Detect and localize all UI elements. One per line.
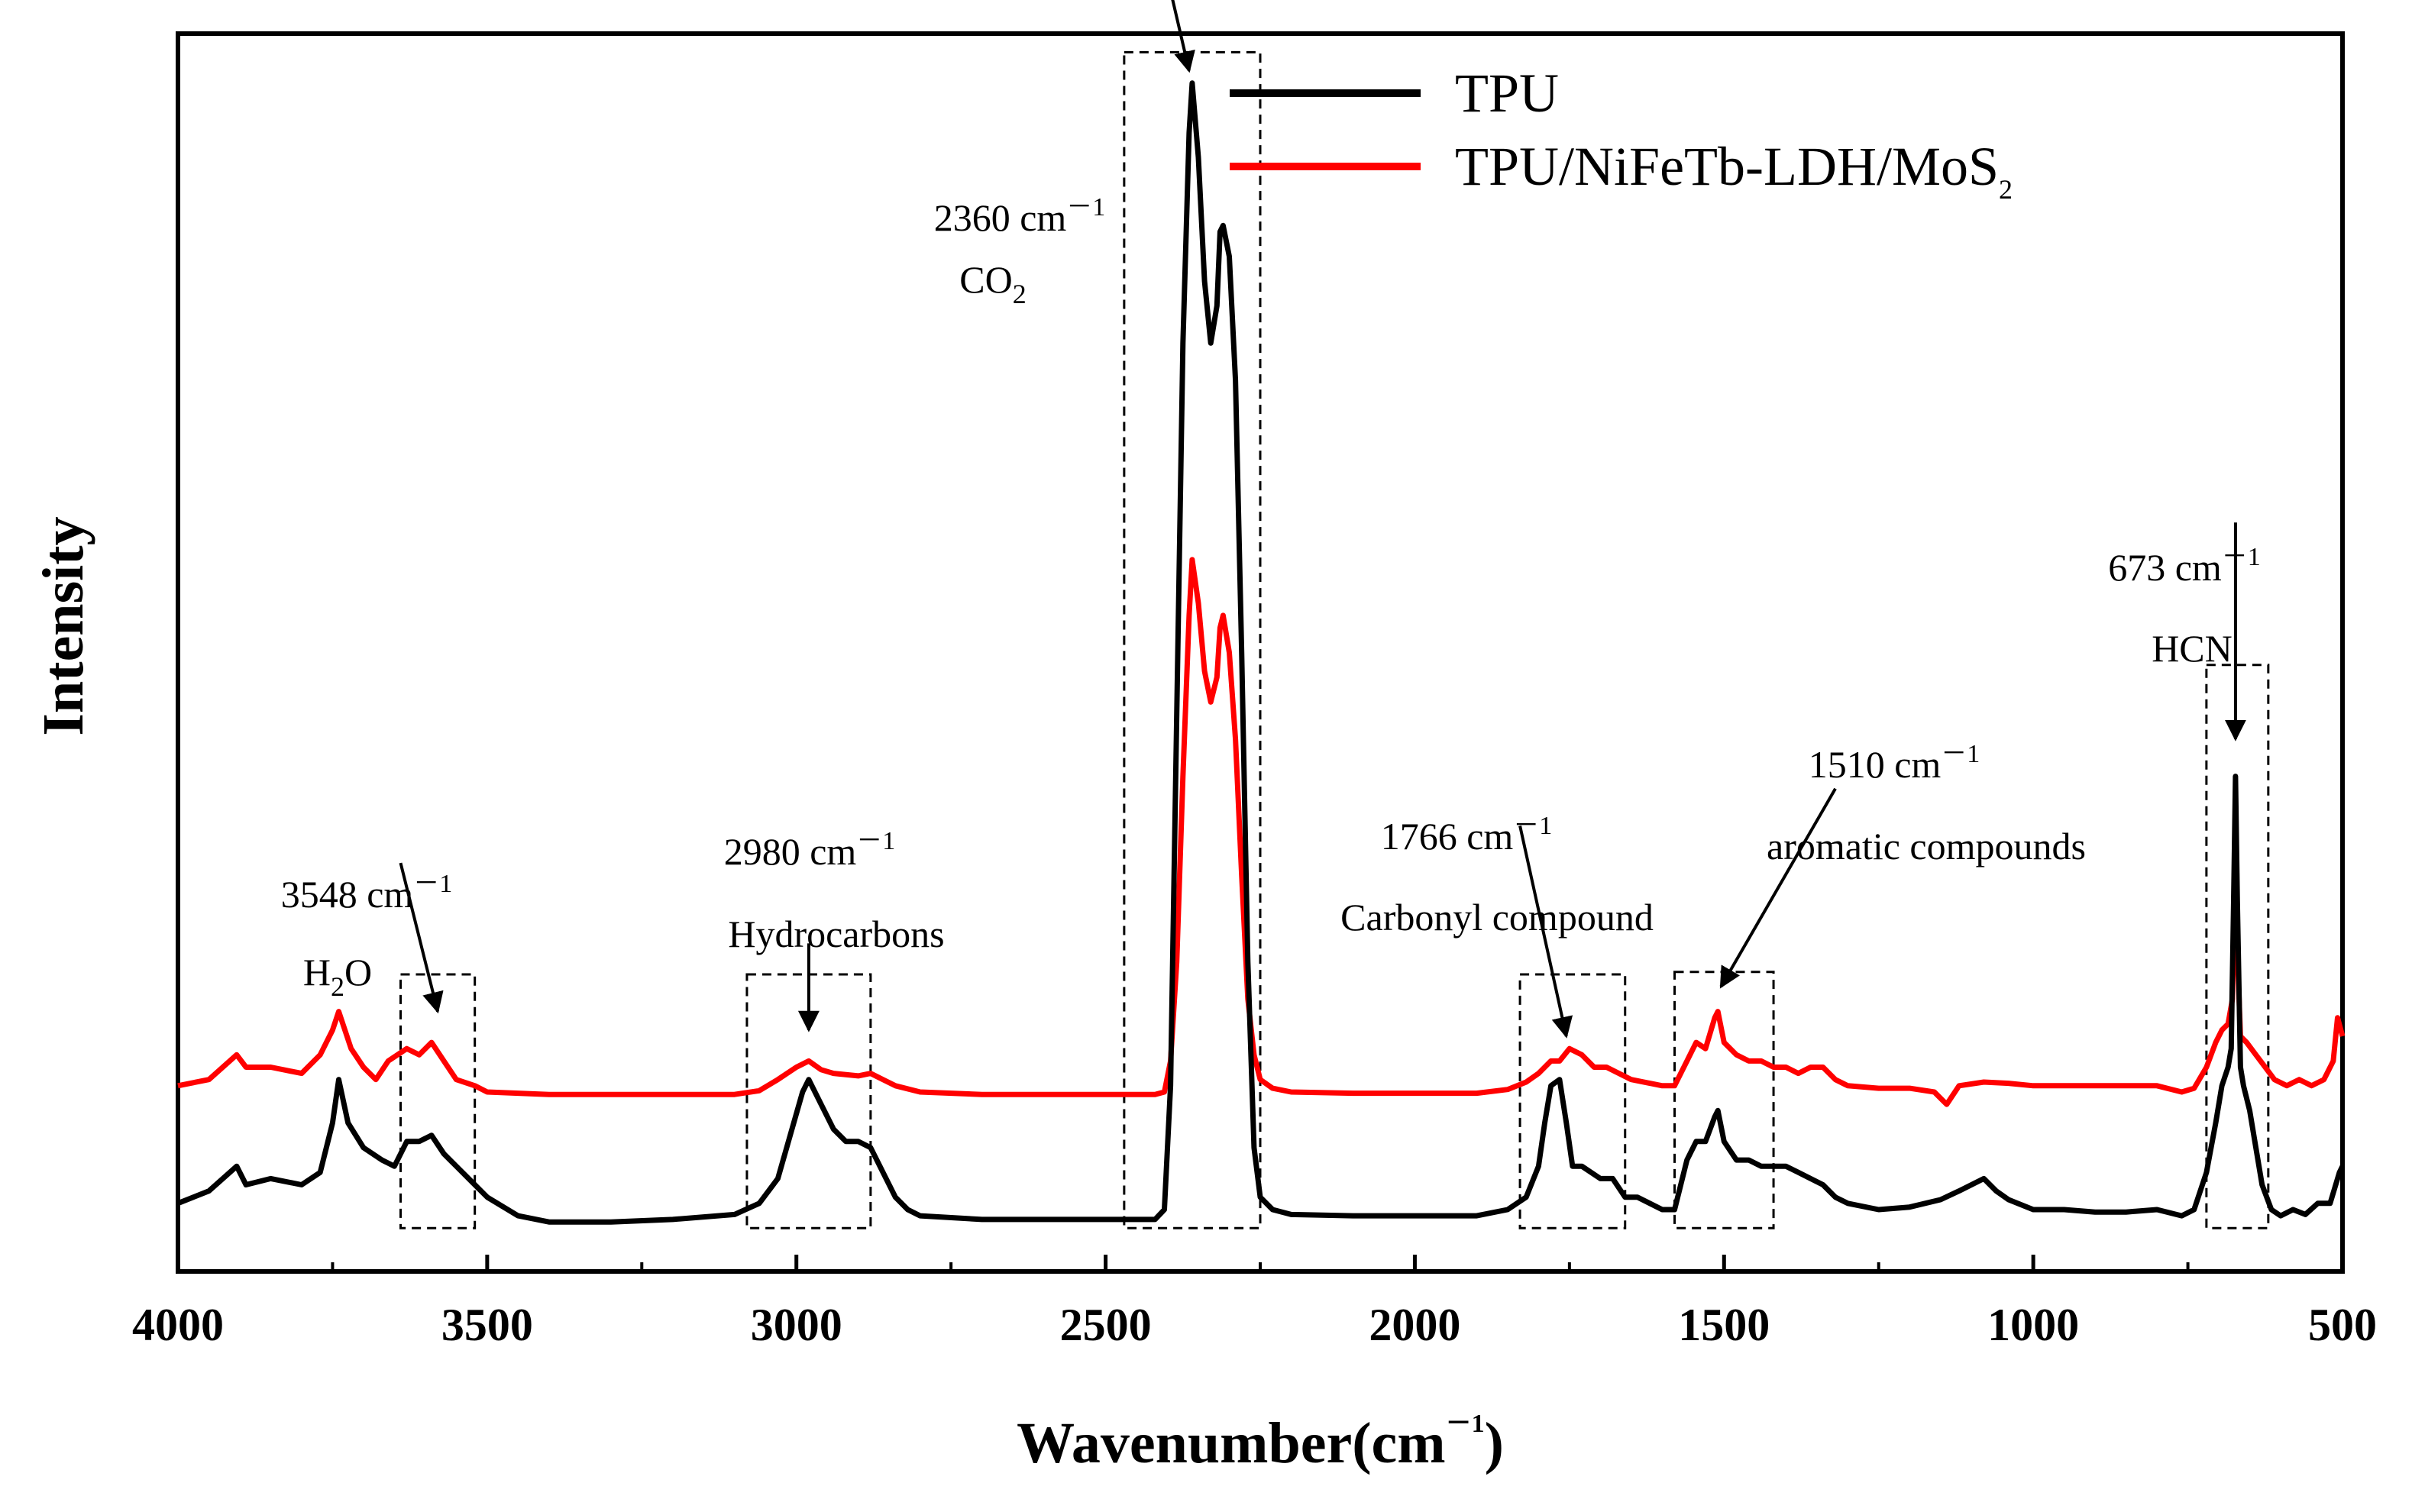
x-tick-label-2000: 2000 <box>1369 1300 1460 1350</box>
annotation-carbonyl-label: Carbonyl compound <box>1340 896 1654 939</box>
annotation-hydrocarbons-wavenumber: 2980 cm－1 <box>724 827 896 873</box>
annotation-hcn-wavenumber: 673 cm－1 <box>2108 543 2261 589</box>
annotation-hydrocarbons-wavenumber-text: 2980 cm <box>724 830 857 873</box>
annotation-arrow-co2 <box>1171 0 1195 73</box>
annotation-hcn: 673 cm－1 HCN <box>2108 543 2261 670</box>
highlight-box-3 <box>1518 973 1627 1229</box>
legend-label-composite-sub: 2 <box>1999 174 2013 205</box>
annotation-h2o-wavenumber-sup: －1 <box>413 870 452 898</box>
annotation-hydrocarbons-label: Hydrocarbons <box>728 913 944 955</box>
annotation-co2-label: CO2 <box>959 258 1026 309</box>
annotation-hydrocarbons-wavenumber-sup: －1 <box>856 827 895 855</box>
x-axis-title-sup: －1 <box>1446 1410 1485 1438</box>
highlight-box-5 <box>2205 664 2270 1229</box>
annotation-aromatic-wavenumber: 1510 cm－1 <box>1809 740 1980 786</box>
y-axis-title: Intensity <box>31 516 95 735</box>
annotation-carbonyl: 1766 cm－1 Carbonyl compound <box>1340 812 1654 939</box>
x-tick-label-1500: 1500 <box>1678 1300 1770 1350</box>
x-tick-label-4000: 4000 <box>132 1300 224 1350</box>
series-line-tpu <box>176 80 2346 1225</box>
x-tick-label-1000: 1000 <box>1987 1300 2079 1350</box>
annotation-h2o-wavenumber-text: 3548 cm <box>281 873 414 916</box>
x-tick-label-500: 500 <box>2308 1300 2377 1350</box>
x-axis-title-close: ) <box>1485 1411 1504 1475</box>
annotation-aromatic: 1510 cm－1 aromatic compounds <box>1767 740 2086 867</box>
annotation-arrow-aromatic <box>1719 787 1837 989</box>
legend-label-tpu: TPU <box>1455 63 1559 124</box>
legend-label-composite: TPU/NiFeTb-LDH/MoS2 <box>1455 136 2013 205</box>
annotation-co2-wavenumber-text: 2360 cm <box>934 196 1067 239</box>
annotation-hydrocarbons: 2980 cm－1 Hydrocarbons <box>724 827 945 955</box>
annotation-co2-wavenumber: 2360 cm－1 <box>934 193 1106 239</box>
annotation-hcn-wavenumber-text: 673 cm <box>2108 546 2222 589</box>
annotation-h2o: 3548 cm－1 H2O <box>281 870 453 1002</box>
highlight-box-0 <box>399 973 477 1229</box>
annotation-aromatic-wavenumber-text: 1510 cm <box>1809 743 1942 786</box>
x-axis-ticks: 4000 3500 3000 2500 2000 1500 1000 500 <box>132 1255 2377 1350</box>
x-tick-label-3500: 3500 <box>441 1300 533 1350</box>
annotation-h2o-label-sub: 2 <box>331 971 344 1002</box>
annotation-carbonyl-wavenumber-sup: －1 <box>1513 812 1552 840</box>
series-line-composite <box>177 557 2346 1107</box>
annotation-h2o-wavenumber: 3548 cm－1 <box>281 870 453 916</box>
legend-label-composite-main: TPU/NiFeTb-LDH/MoS <box>1455 136 1999 197</box>
annotation-carbonyl-wavenumber: 1766 cm－1 <box>1381 812 1553 858</box>
annotation-arrows <box>399 0 2246 1039</box>
annotation-co2-label-main: CO <box>959 258 1012 301</box>
annotation-h2o-label-tail: O <box>344 951 372 993</box>
annotation-hcn-label: HCN <box>2152 627 2233 670</box>
series-lines <box>176 80 2346 1225</box>
legend: TPU TPU/NiFeTb-LDH/MoS2 <box>1230 63 2013 205</box>
annotation-co2-wavenumber-sup: －1 <box>1066 193 1105 221</box>
annotation-arrow-carbonyl <box>1518 825 1573 1039</box>
annotation-co2: 2360 cm－1 CO2 <box>934 193 1106 309</box>
x-axis-title-main: Wavenumber(cm <box>1017 1411 1445 1475</box>
annotation-h2o-label: H2O <box>303 951 372 1002</box>
annotation-arrow-h2o <box>399 862 444 1014</box>
x-axis-title: Wavenumber(cm－1) <box>1017 1410 1504 1475</box>
annotation-carbonyl-wavenumber-text: 1766 cm <box>1381 815 1514 858</box>
annotation-aromatic-wavenumber-sup: －1 <box>1941 740 1980 768</box>
annotation-co2-label-sub: 2 <box>1013 279 1027 309</box>
annotation-h2o-label-main: H <box>303 951 331 993</box>
annotation-aromatic-label: aromatic compounds <box>1767 825 2086 867</box>
annotation-hcn-wavenumber-sup: －1 <box>2222 543 2261 571</box>
x-tick-label-3000: 3000 <box>751 1300 842 1350</box>
x-tick-label-2500: 2500 <box>1060 1300 1152 1350</box>
